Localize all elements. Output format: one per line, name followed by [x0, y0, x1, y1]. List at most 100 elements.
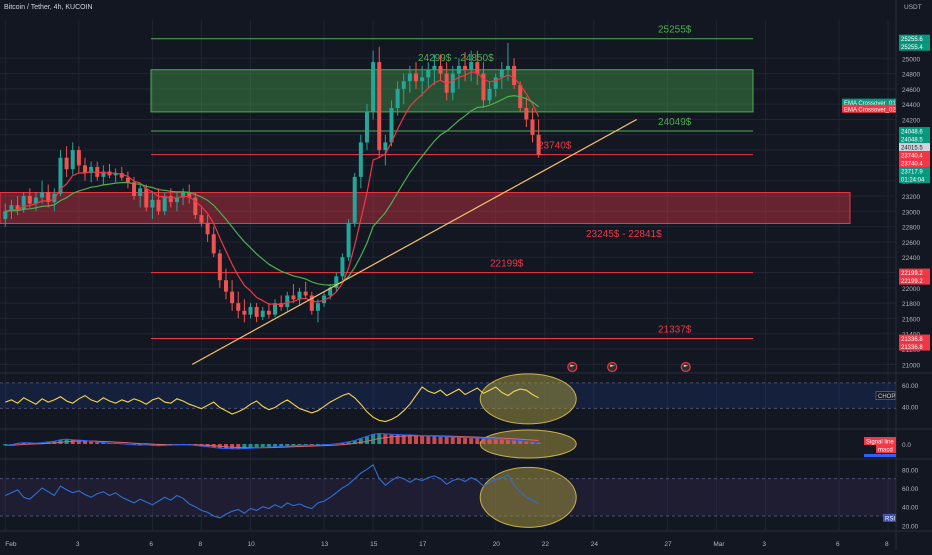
candle-body — [395, 88, 400, 108]
signal-tag-label: Signal line — [866, 440, 894, 446]
macd-bar — [475, 438, 480, 444]
trendline[interactable] — [191, 118, 637, 365]
candle-body — [223, 280, 228, 292]
time-tick-label: 22 — [542, 541, 550, 548]
macd-bar — [469, 437, 474, 444]
chop-tag[interactable] — [875, 391, 896, 400]
price-tick-label: 24600 — [902, 87, 920, 94]
time-tick-label: 8 — [198, 541, 202, 548]
candle-body — [15, 205, 20, 210]
macd-swatch — [864, 454, 896, 457]
price-tick-label: 23200 — [902, 194, 920, 201]
price-tick-label: 24200 — [902, 117, 920, 124]
candle-body — [205, 222, 210, 235]
candle-body — [199, 215, 204, 223]
candle-body — [193, 197, 198, 216]
macd-tag[interactable] — [876, 445, 896, 453]
candle-body — [76, 150, 81, 166]
macd-bar — [95, 441, 100, 444]
macd-tag-label: macd — [878, 448, 893, 454]
price-tag[interactable] — [899, 127, 930, 136]
time-tick-label: 27 — [664, 541, 672, 548]
ema-slow-tag[interactable] — [842, 98, 896, 107]
chop-tick-label: 60.00 — [902, 383, 919, 390]
price-axis[interactable]: 2500024800246002440024200240002380023600… — [842, 34, 930, 531]
level-label: 25255$ — [658, 25, 692, 36]
time-tick-label: 3 — [762, 541, 766, 548]
price-tag[interactable] — [899, 151, 930, 160]
signal-tag[interactable] — [864, 437, 896, 445]
chop-tag-label: CHOP — [878, 394, 895, 400]
candle-body — [407, 73, 412, 82]
price-tag[interactable] — [899, 143, 930, 152]
currency-label: USDT — [904, 4, 922, 11]
rsi-tag[interactable] — [883, 513, 896, 522]
macd-bar — [414, 435, 419, 444]
level-label: 22199$ — [490, 259, 524, 270]
chop-line — [5, 386, 539, 423]
macd-bar — [530, 441, 535, 444]
price-tag[interactable] — [899, 167, 930, 176]
macd-bar — [493, 438, 498, 444]
chop-band — [0, 382, 896, 409]
ema-fast-tag[interactable] — [842, 104, 896, 113]
event-flag-icon[interactable] — [567, 361, 578, 373]
price-tick-label: 22400 — [902, 255, 920, 262]
price-tag[interactable] — [899, 34, 930, 43]
macd-bar — [248, 444, 253, 449]
macd-line — [5, 432, 539, 450]
macd-bar — [279, 444, 284, 447]
candle-body — [401, 81, 406, 89]
macd-bar — [285, 444, 290, 447]
candle-body — [426, 69, 431, 78]
macd-tick-label: 0.0 — [902, 442, 911, 449]
candle-body — [303, 291, 308, 296]
price-tag-label: 21336.8 — [901, 345, 923, 351]
time-tick-label: 3 — [76, 541, 80, 548]
candle-body — [536, 134, 541, 155]
candle-body — [181, 192, 186, 198]
trendline-segment[interactable] — [191, 118, 637, 365]
candle-body — [414, 73, 419, 82]
candle-body — [487, 88, 492, 101]
price-tag[interactable] — [899, 135, 930, 144]
candle-body — [371, 62, 376, 112]
price-tag-label: 22199.2 — [901, 271, 923, 277]
macd-bar — [487, 438, 492, 444]
price-tag[interactable] — [899, 175, 930, 184]
event-flag-icon[interactable] — [607, 361, 618, 373]
candle-body — [101, 171, 106, 177]
candle-body — [174, 197, 179, 203]
candle-body — [377, 62, 382, 151]
candle-body — [266, 310, 271, 315]
macd-bar — [536, 442, 541, 444]
candle-body — [463, 65, 468, 70]
rsi-line — [5, 463, 539, 519]
price-tick-label: 24400 — [902, 102, 920, 109]
candle-body — [82, 165, 87, 174]
event-flag-icon[interactable] — [680, 361, 691, 373]
macd-bar — [505, 439, 510, 444]
macd-bar — [407, 434, 412, 444]
macd-bar — [420, 435, 425, 444]
price-tag[interactable] — [899, 159, 930, 168]
time-tick-label: 6 — [149, 541, 153, 548]
candle-body — [420, 77, 425, 82]
candles — [3, 42, 541, 323]
candle-body — [346, 222, 351, 258]
macd-bar — [432, 436, 437, 444]
macd-bar — [297, 444, 302, 446]
price-tag[interactable] — [899, 276, 930, 285]
price-tag[interactable] — [899, 342, 930, 351]
macd-bar — [456, 437, 461, 444]
price-tag[interactable] — [899, 42, 930, 51]
candle-body — [3, 211, 8, 219]
event-flags[interactable] — [567, 361, 691, 373]
candle-body — [217, 253, 222, 281]
price-tag[interactable] — [899, 334, 930, 343]
price-tag[interactable] — [899, 268, 930, 277]
time-axis[interactable]: Feb 3 6 8 10 13 15 17 20 22 24 27 Mar 3 6 8 — [5, 541, 889, 548]
macd-bar — [346, 441, 351, 444]
candle-body — [315, 303, 320, 311]
